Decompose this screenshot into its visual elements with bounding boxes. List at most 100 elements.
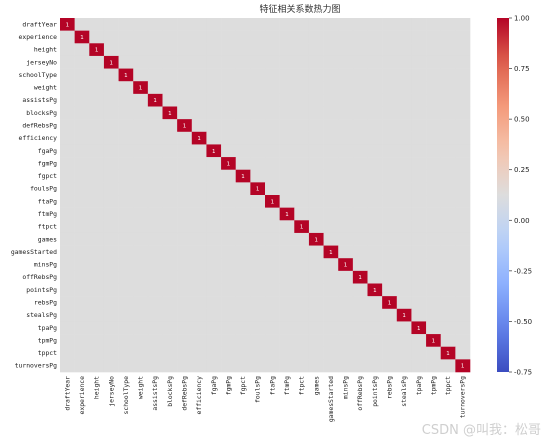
heatmap-cell — [162, 169, 178, 183]
heatmap-cell — [235, 220, 251, 234]
heatmap-cell — [455, 321, 471, 335]
heatmap-cell — [455, 195, 471, 208]
heatmap-cell — [118, 308, 134, 322]
heatmap-cell — [338, 157, 354, 171]
heatmap-cell — [440, 43, 456, 57]
colorbar-tick-label: -0.50 — [514, 318, 532, 326]
heatmap-cell — [250, 346, 266, 360]
heatmap-cell — [221, 308, 237, 322]
heatmap-cell — [367, 93, 383, 107]
heatmap-cell — [382, 93, 398, 107]
heatmap-cell — [367, 30, 383, 44]
heatmap-cell — [265, 68, 280, 82]
heatmap-cell — [191, 106, 207, 120]
heatmap-cell — [265, 220, 280, 234]
heatmap-cell — [455, 232, 471, 246]
heatmap-cell — [221, 220, 237, 234]
heatmap-cell — [426, 169, 442, 183]
heatmap-cell — [235, 321, 251, 335]
heatmap-cell — [89, 106, 105, 120]
heatmap-cell — [338, 245, 354, 259]
heatmap-cell — [352, 93, 368, 107]
heatmap-cell — [133, 169, 149, 183]
heatmap-cell — [440, 119, 456, 133]
heatmap-cell — [265, 207, 280, 221]
heatmap-cell — [323, 220, 339, 234]
heatmap-cell — [396, 81, 412, 95]
heatmap-cell — [426, 55, 442, 69]
heatmap-cell — [440, 232, 456, 246]
heatmap-cell — [411, 43, 427, 57]
heatmap-cell — [294, 359, 310, 373]
heatmap-cell — [265, 283, 280, 297]
heatmap-cell — [411, 131, 427, 145]
heatmap-cell — [250, 283, 266, 297]
heatmap-cell — [265, 43, 280, 57]
x-tick-label: tppct — [444, 376, 452, 395]
heatmap-cell — [308, 283, 324, 297]
heatmap-cell — [221, 270, 237, 284]
heatmap-cell — [74, 93, 90, 107]
y-tick-label: gamesStarted — [11, 248, 57, 256]
heatmap-cell — [221, 30, 237, 44]
diagonal-value-label: 1 — [329, 250, 333, 256]
heatmap-cell — [191, 131, 207, 145]
heatmap-cell — [440, 207, 456, 221]
heatmap-cell — [440, 296, 456, 310]
heatmap-cell — [89, 258, 105, 272]
y-tick-label: jerseyNo — [26, 58, 57, 66]
heatmap-cell — [103, 43, 119, 57]
heatmap-cell — [221, 182, 237, 196]
heatmap-cell — [162, 43, 178, 57]
heatmap-cell — [191, 55, 207, 69]
heatmap-cell — [206, 232, 222, 246]
heatmap-cell — [426, 30, 442, 44]
heatmap-cell — [338, 308, 354, 322]
heatmap-cell — [440, 334, 456, 348]
heatmap-cell — [294, 30, 310, 44]
heatmap-cell — [206, 18, 222, 31]
heatmap-cell — [279, 106, 295, 120]
heatmap-cell — [133, 346, 149, 360]
heatmap-cell — [133, 30, 149, 44]
heatmap-cell — [89, 308, 105, 322]
heatmap-cell — [235, 195, 251, 208]
heatmap-cell — [74, 106, 90, 120]
heatmap-cell — [352, 308, 368, 322]
heatmap-cell — [367, 18, 383, 31]
heatmap-cell — [265, 245, 280, 259]
heatmap-cell — [338, 68, 354, 82]
heatmap-cell — [89, 182, 105, 196]
heatmap-cell — [206, 93, 222, 107]
heatmap-cell — [177, 207, 193, 221]
heatmap-cell — [60, 55, 75, 69]
heatmap-cell — [426, 93, 442, 107]
heatmap-cell — [455, 359, 471, 373]
heatmap-cell — [103, 308, 119, 322]
heatmap-cell — [250, 195, 266, 208]
heatmap-cell — [177, 68, 193, 82]
heatmap-cell — [74, 30, 90, 44]
heatmap-cell — [162, 195, 178, 208]
heatmap-cell — [89, 131, 105, 145]
heatmap-cell — [177, 296, 193, 310]
heatmap-cell — [440, 270, 456, 284]
heatmap-cell — [177, 157, 193, 171]
heatmap-cell — [191, 283, 207, 297]
heatmap-cell — [206, 359, 222, 373]
heatmap-cell — [455, 270, 471, 284]
heatmap-cell — [323, 232, 339, 246]
heatmap-cell — [426, 232, 442, 246]
y-tick-label: ftmPg — [38, 210, 57, 218]
heatmap-cell — [455, 308, 471, 322]
heatmap-cell — [177, 258, 193, 272]
heatmap-cell — [206, 169, 222, 183]
heatmap-cell — [265, 30, 280, 44]
heatmap-cell — [382, 131, 398, 145]
heatmap-cell — [177, 308, 193, 322]
heatmap-cell — [352, 131, 368, 145]
heatmap-cell — [147, 207, 163, 221]
y-axis-labels: draftYear experience height jerseyNo schoolT… — [11, 20, 57, 369]
heatmap-cell — [103, 258, 119, 272]
heatmap-cell — [147, 308, 163, 322]
